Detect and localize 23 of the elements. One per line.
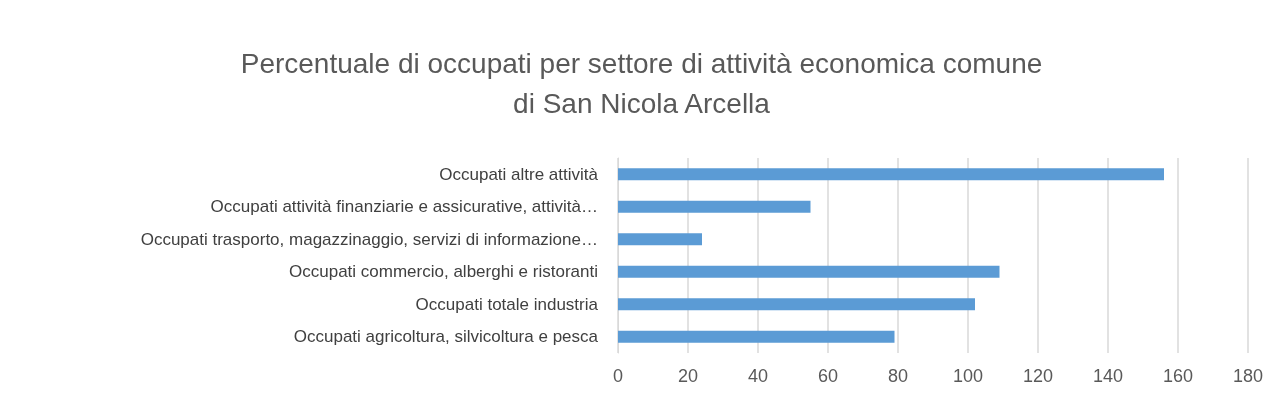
- x-tick-label: 20: [677, 366, 699, 386]
- bar: [618, 233, 702, 246]
- y-tick-label: Occupati attività finanziarie e assicurative, attività…: [210, 197, 598, 217]
- x-tick-label: 100: [952, 366, 984, 386]
- y-tick-label: Occupati agricoltura, silvicoltura e pesca: [293, 327, 599, 347]
- y-tick-label: Occupati altre attività: [439, 164, 599, 184]
- x-tick-label: 120: [1022, 366, 1054, 386]
- bar: [618, 330, 895, 343]
- x-tick-label: 140: [1092, 366, 1124, 386]
- bar: [618, 168, 1164, 181]
- bar: [618, 200, 811, 213]
- bar: [618, 298, 975, 311]
- y-tick-label: Occupati trasporto, magazzinaggio, servizi di informazione…: [140, 229, 598, 249]
- x-tick-label: 40: [747, 366, 769, 386]
- x-tick-label: 60: [817, 366, 839, 386]
- x-tick-label: 80: [887, 366, 909, 386]
- x-tick-label: 180: [1232, 366, 1264, 386]
- y-tick-label: Occupati commercio, alberghi e ristoranti: [289, 262, 598, 282]
- bar: [618, 265, 1000, 278]
- chart-title: Percentuale di occupati per settore di attività economica comune di San Nicola Arcella: [240, 47, 1043, 119]
- y-tick-label: Occupati totale industria: [415, 294, 599, 314]
- x-tick-label: 160: [1162, 366, 1194, 386]
- x-tick-label: 0: [612, 366, 624, 386]
